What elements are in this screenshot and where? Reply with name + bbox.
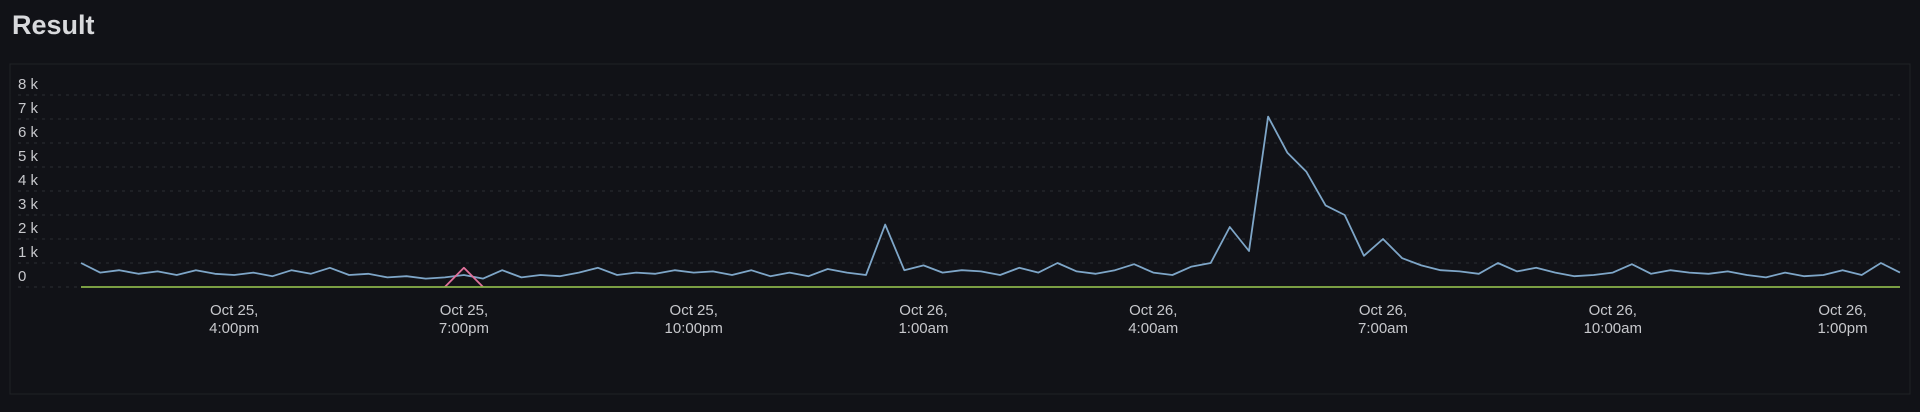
x-tick-label: Oct 25, 4:00pm xyxy=(209,302,259,337)
x-tick-line: Oct 25, xyxy=(670,302,718,319)
x-tick-label: Oct 26, 1:00pm xyxy=(1818,302,1868,337)
series-line xyxy=(444,266,484,288)
x-tick-line: 10:00am xyxy=(1584,320,1642,337)
x-tick-line: 7:00pm xyxy=(439,320,489,337)
page-title: Result xyxy=(12,10,95,40)
y-tick-label: 2 k xyxy=(18,220,39,237)
panel xyxy=(9,63,1911,395)
x-tick-label: Oct 25, 7:00pm xyxy=(439,302,489,337)
x-tick-line: Oct 25, xyxy=(440,302,488,319)
x-tick-line: 1:00am xyxy=(898,320,948,337)
x-tick-label: Oct 26, 10:00am xyxy=(1584,302,1642,337)
y-tick-label: 3 k xyxy=(18,196,39,213)
x-tick-line: 4:00pm xyxy=(209,320,259,337)
x-tick-line: Oct 25, xyxy=(210,302,258,319)
x-tick-label: Oct 26, 1:00am xyxy=(898,302,948,337)
x-tick-line: Oct 26, xyxy=(1359,302,1407,319)
series-line xyxy=(80,115,1901,280)
x-tick-line: 4:00am xyxy=(1128,320,1178,337)
x-tick-line: Oct 26, xyxy=(1818,302,1866,319)
x-tick-label: Oct 26, 4:00am xyxy=(1128,302,1178,337)
y-tick-label: 5 k xyxy=(18,148,39,165)
x-tick-line: Oct 26, xyxy=(899,302,947,319)
x-tick-label: Oct 25, 10:00pm xyxy=(665,302,723,337)
x-tick-line: Oct 26, xyxy=(1129,302,1177,319)
x-tick-line: 10:00pm xyxy=(665,320,723,337)
y-tick-label: 4 k xyxy=(18,172,39,189)
y-tick-label: 1 k xyxy=(18,244,39,261)
x-tick-line: 7:00am xyxy=(1358,320,1408,337)
y-tick-label: 8 k xyxy=(18,76,39,93)
y-tick-label: 6 k xyxy=(18,124,39,141)
x-tick-line: Oct 26, xyxy=(1589,302,1637,319)
x-tick-line: 1:00pm xyxy=(1818,320,1868,337)
y-tick-label: 0 xyxy=(18,268,26,285)
y-tick-label: 7 k xyxy=(18,100,39,117)
x-tick-label: Oct 26, 7:00am xyxy=(1358,302,1408,337)
